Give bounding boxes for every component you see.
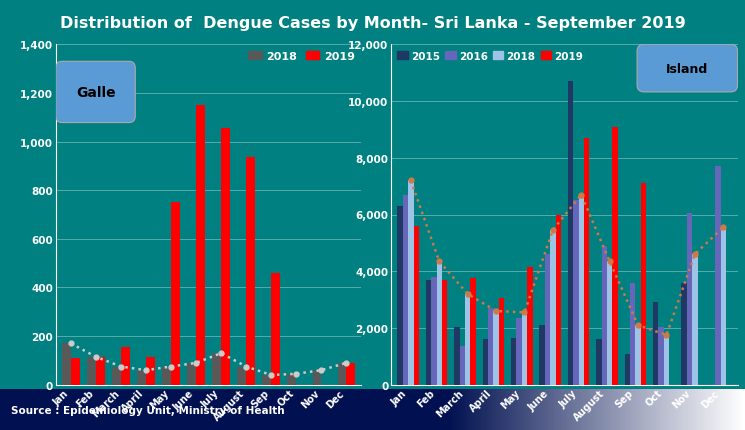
Bar	[246, 158, 255, 385]
Bar	[87, 357, 96, 385]
Bar	[437, 262, 442, 385]
Bar	[579, 195, 584, 385]
Bar	[413, 226, 419, 385]
Bar	[568, 82, 573, 385]
Text: Distribution of  Dengue Cases by Month- Sri Lanka - September 2019: Distribution of Dengue Cases by Month- S…	[60, 16, 685, 31]
Bar	[431, 277, 437, 385]
Bar	[454, 327, 460, 385]
Bar	[483, 340, 488, 385]
Bar	[664, 335, 669, 385]
Bar	[498, 298, 504, 385]
Bar	[641, 184, 646, 385]
Bar	[171, 203, 180, 385]
Bar	[624, 354, 630, 385]
Bar	[607, 262, 612, 385]
Bar	[573, 201, 579, 385]
Bar	[337, 363, 346, 385]
Bar	[692, 255, 697, 385]
Bar	[511, 338, 516, 385]
Bar	[271, 273, 280, 385]
Bar	[212, 353, 221, 385]
Bar	[137, 370, 146, 385]
Bar	[162, 367, 171, 385]
Bar	[601, 246, 607, 385]
Bar	[288, 374, 297, 385]
Text: Island: Island	[666, 62, 708, 75]
Bar	[550, 230, 556, 385]
Bar	[522, 313, 527, 385]
Bar	[539, 326, 545, 385]
Bar	[653, 303, 659, 385]
Legend: 2015, 2016, 2018, 2019: 2015, 2016, 2018, 2019	[393, 47, 587, 65]
Bar	[121, 347, 130, 385]
Bar	[612, 127, 618, 385]
Bar	[196, 106, 205, 385]
Bar	[465, 294, 470, 385]
Bar	[146, 357, 155, 385]
Text: Galle: Galle	[76, 86, 115, 100]
Bar	[442, 280, 447, 385]
Bar	[397, 206, 403, 385]
Bar	[720, 228, 726, 385]
Bar	[112, 367, 121, 385]
Legend: 2018, 2019: 2018, 2019	[244, 47, 359, 66]
Bar	[62, 344, 71, 385]
FancyBboxPatch shape	[56, 62, 136, 123]
Bar	[682, 283, 687, 385]
Bar	[425, 280, 431, 385]
Bar	[460, 347, 465, 385]
FancyBboxPatch shape	[637, 45, 738, 93]
Bar	[527, 267, 533, 385]
Bar	[584, 138, 589, 385]
Bar	[488, 308, 493, 385]
Bar	[221, 129, 230, 385]
Text: Source : Epidemiology Unit, Ministry of Health: Source : Epidemiology Unit, Ministry of …	[11, 405, 285, 415]
Bar	[0, 389, 447, 430]
Bar	[312, 370, 321, 385]
Bar	[403, 195, 408, 385]
Bar	[493, 311, 498, 385]
Bar	[346, 363, 355, 385]
Bar	[556, 215, 561, 385]
Bar	[262, 375, 271, 385]
Bar	[596, 340, 601, 385]
Bar	[470, 279, 476, 385]
Bar	[715, 167, 720, 385]
Bar	[687, 214, 692, 385]
Bar	[187, 363, 196, 385]
Bar	[516, 318, 522, 385]
Bar	[96, 357, 105, 385]
Bar	[630, 283, 635, 385]
Bar	[659, 327, 664, 385]
Bar	[408, 181, 413, 385]
Bar	[71, 358, 80, 385]
Bar	[545, 255, 550, 385]
Bar	[238, 367, 246, 385]
Bar	[635, 326, 641, 385]
